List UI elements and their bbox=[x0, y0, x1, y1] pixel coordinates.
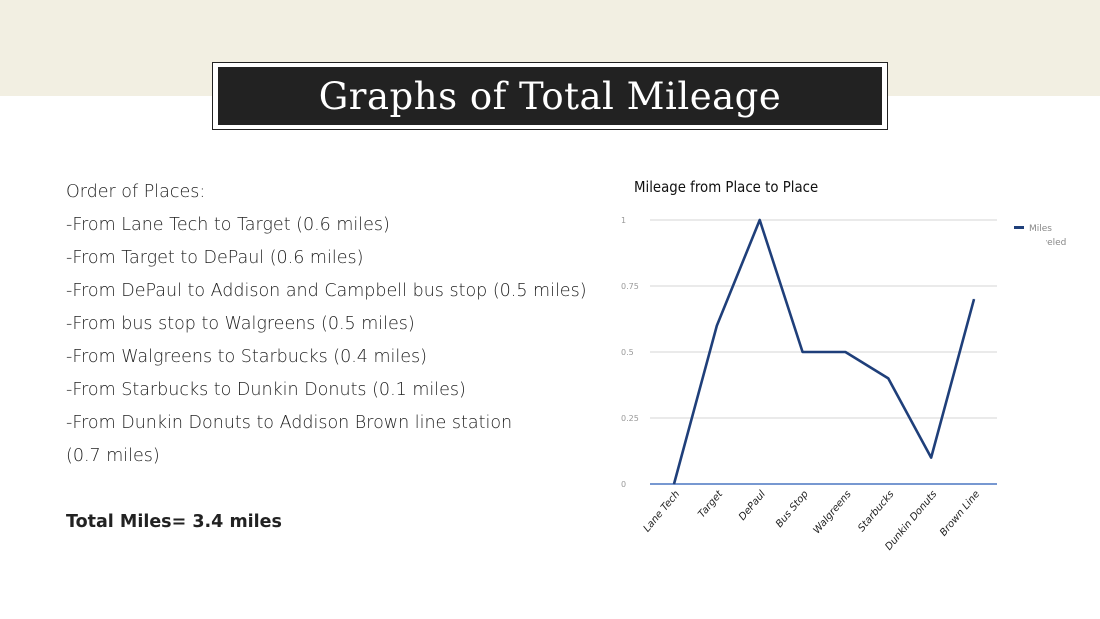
order-heading: Order of Places: bbox=[66, 182, 206, 202]
list-item: -From bus stop to Walgreens (0.5 miles) bbox=[66, 314, 415, 334]
data-point bbox=[930, 457, 932, 459]
legend-overlap-mask bbox=[1024, 236, 1046, 250]
x-tick-label: Starbucks bbox=[856, 489, 896, 534]
x-tick-label: Walgreens bbox=[812, 489, 854, 536]
legend-label: Miles bbox=[1029, 224, 1052, 234]
data-point bbox=[673, 483, 675, 485]
total-miles: Total Miles= 3.4 miles bbox=[66, 512, 282, 532]
data-point bbox=[759, 219, 761, 221]
list-item: -From Walgreens to Starbucks (0.4 miles) bbox=[66, 347, 427, 367]
chart-svg: 0 0.25 0.5 0.75 1 Lane Tech Target DePaul Bus St… bbox=[621, 216, 1066, 553]
x-tick-label: Lane Tech bbox=[642, 489, 683, 535]
data-point bbox=[716, 325, 718, 327]
list-item: -From Starbucks to Dunkin Donuts (0.1 mi… bbox=[66, 380, 466, 400]
data-point bbox=[887, 377, 889, 379]
series-line bbox=[672, 218, 976, 485]
list-item: (0.7 miles) bbox=[66, 446, 160, 466]
y-tick-label: 0 bbox=[621, 480, 626, 489]
data-point bbox=[973, 298, 975, 300]
list-item: -From DePaul to Addison and Campbell bus… bbox=[66, 281, 587, 301]
title-frame: Graphs of Total Mileage bbox=[212, 62, 888, 130]
x-tick-label: Bus Stop bbox=[774, 489, 811, 530]
x-tick-label: Brown Line bbox=[938, 489, 982, 539]
places-list: Order of Places: -From Lane Tech to Targ… bbox=[66, 176, 626, 539]
page-title: Graphs of Total Mileage bbox=[218, 67, 882, 125]
x-tick-label: Target bbox=[696, 488, 726, 520]
y-tick-label: 0.25 bbox=[621, 414, 639, 423]
x-tick-label: DePaul bbox=[737, 489, 768, 523]
legend-swatch bbox=[1014, 226, 1024, 229]
y-tick-label: 1 bbox=[621, 216, 626, 225]
data-point bbox=[844, 351, 846, 353]
list-item: -From Target to DePaul (0.6 miles) bbox=[66, 248, 364, 268]
chart-title: Mileage from Place to Place bbox=[634, 178, 819, 196]
legend-label: traveled bbox=[1029, 238, 1066, 248]
data-point bbox=[802, 351, 804, 353]
list-item: -From Dunkin Donuts to Addison Brown lin… bbox=[66, 413, 513, 433]
list-item: -From Lane Tech to Target (0.6 miles) bbox=[66, 215, 390, 235]
mileage-chart: Mileage from Place to Place 0 0.25 0.5 0.75… bbox=[612, 170, 1092, 570]
y-tick-label: 0.5 bbox=[621, 348, 634, 357]
y-tick-label: 0.75 bbox=[621, 282, 639, 291]
